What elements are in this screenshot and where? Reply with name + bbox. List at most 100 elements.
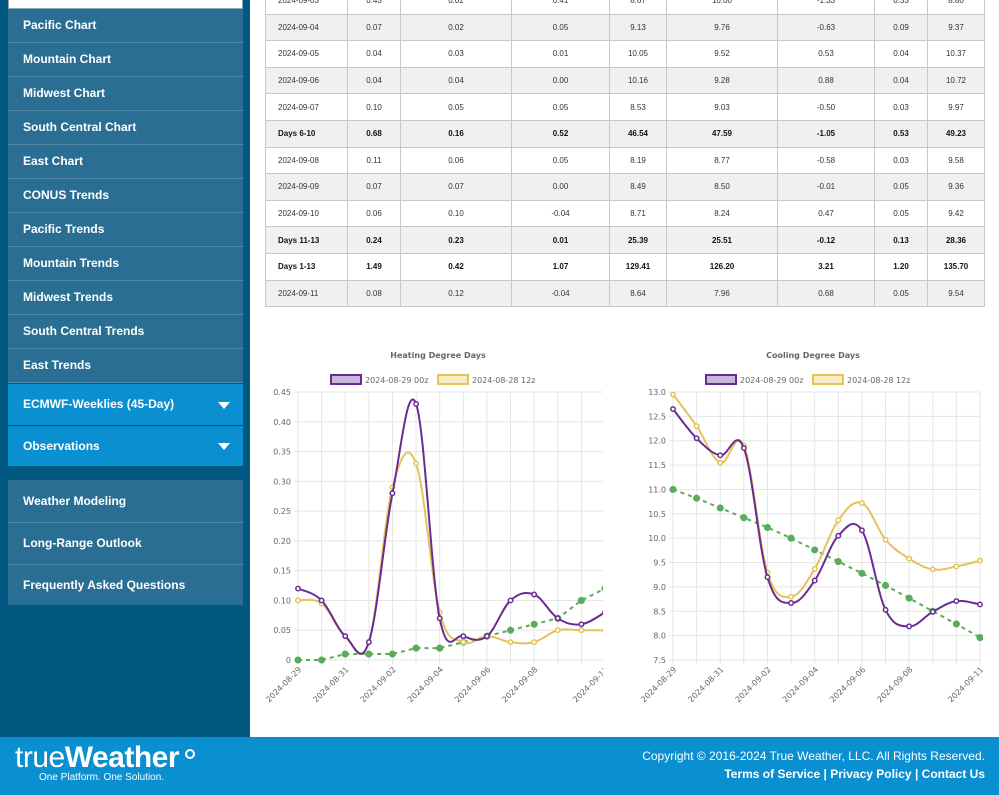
privacy-link[interactable]: Privacy Policy bbox=[830, 767, 912, 781]
table-cell-value: 0.16 bbox=[400, 119, 512, 148]
y-tick-label: 11.5 bbox=[648, 461, 666, 470]
data-point bbox=[811, 546, 819, 554]
table-cell-value: 46.54 bbox=[609, 119, 667, 148]
table-cell-period: 2024-09-11 bbox=[265, 279, 348, 308]
table-cell-value: 1.07 bbox=[511, 252, 610, 281]
data-point bbox=[977, 601, 983, 608]
data-point bbox=[531, 639, 538, 646]
table-cell-value: 8.24 bbox=[666, 199, 778, 228]
legend-label-series-1: 2024-08-29 00z bbox=[740, 376, 803, 385]
table-cell-value: 0.05 bbox=[511, 13, 610, 42]
data-point bbox=[693, 435, 700, 442]
sidebar-item-south-central-chart[interactable]: South Central Chart bbox=[8, 111, 243, 145]
table-cell-value: 0.11 bbox=[347, 146, 401, 175]
y-tick-label: 0.10 bbox=[273, 596, 291, 605]
nav-faq[interactable]: Frequently Asked Questions bbox=[23, 578, 186, 592]
data-point bbox=[906, 555, 913, 562]
data-point bbox=[811, 577, 818, 584]
table-cell-period: 2024-09-04 bbox=[265, 13, 348, 42]
y-tick-label: 9.0 bbox=[653, 583, 666, 592]
table-row: Days 6-10 0.68 0.16 0.52 46.54 47.59 -1.05 0.53… bbox=[265, 119, 985, 148]
table-cell-value: 0.52 bbox=[511, 119, 610, 148]
sidebar-item-conus-trends[interactable]: CONUS Trends bbox=[8, 179, 243, 213]
sidebar-item-mountain-trends[interactable]: Mountain Trends bbox=[8, 247, 243, 281]
sidebar-item-pacific-trends[interactable]: Pacific Trends bbox=[8, 213, 243, 247]
sidebar-item-south-central-trends[interactable]: South Central Trends bbox=[8, 315, 243, 349]
table-cell-value: 10.16 bbox=[609, 66, 667, 95]
data-point bbox=[554, 615, 561, 622]
data-point bbox=[295, 585, 301, 592]
table-row: 2024-09-06 0.04 0.04 0.00 10.16 9.28 0.88 0.04 1… bbox=[265, 66, 985, 95]
data-point bbox=[388, 650, 397, 658]
data-point bbox=[929, 566, 936, 573]
data-point bbox=[905, 594, 913, 602]
table-cell-value: 0.10 bbox=[347, 93, 401, 121]
y-tick-label: 0.40 bbox=[273, 418, 291, 427]
cooling-degree-days-chart: Cooling Degree Days 2024-08-29 00z 2024-… bbox=[639, 351, 983, 704]
table-cell-period: 2024-09-08 bbox=[265, 146, 348, 175]
y-tick-label: 0.30 bbox=[273, 477, 291, 486]
legend-swatch-series-2[interactable] bbox=[437, 374, 469, 385]
contact-link[interactable]: Contact Us bbox=[921, 767, 985, 781]
data-point bbox=[413, 460, 420, 467]
table-cell-value: 8.53 bbox=[609, 93, 667, 121]
table-cell-value: 0.04 bbox=[347, 40, 401, 68]
trueweather-logo[interactable]: trueWeather bbox=[15, 741, 180, 775]
table-cell-value: 0.08 bbox=[347, 279, 401, 308]
y-tick-label: 7.5 bbox=[653, 656, 666, 665]
table-cell-value: 9.54 bbox=[927, 279, 985, 308]
sidebar-item-east-chart[interactable]: East Chart bbox=[8, 145, 243, 179]
table-cell-value: 8.80 bbox=[927, 0, 985, 15]
y-tick-label: 13.0 bbox=[648, 388, 666, 397]
sidebar-search-box[interactable] bbox=[8, 0, 243, 9]
table-cell-value: 0.07 bbox=[400, 173, 512, 201]
table-row: 2024-09-08 0.11 0.06 0.05 8.19 8.77 -0.58 0.03 9… bbox=[265, 146, 985, 175]
table-cell-value: 0.07 bbox=[347, 173, 401, 201]
table-cell-value: 8.71 bbox=[609, 199, 667, 228]
nav-long-range-outlook[interactable]: Long-Range Outlook bbox=[23, 536, 142, 550]
sidebar-item-midwest-chart[interactable]: Midwest Chart bbox=[8, 77, 243, 111]
accordion-ecmwf-weeklies-label: ECMWF-Weeklies (45-Day) bbox=[23, 397, 175, 411]
legend-swatch-series-2[interactable] bbox=[812, 374, 844, 385]
series-line bbox=[297, 398, 603, 655]
divider bbox=[8, 564, 243, 565]
sidebar-item-east-trends[interactable]: East Trends bbox=[8, 349, 243, 383]
table-cell-value: 0.00 bbox=[511, 173, 610, 201]
accordion-ecmwf-weeklies[interactable]: ECMWF-Weeklies (45-Day) bbox=[8, 384, 243, 425]
legend-swatch-series-1[interactable] bbox=[705, 374, 737, 385]
table-cell-value: 0.05 bbox=[511, 93, 610, 121]
data-point bbox=[460, 639, 467, 646]
table-cell-period: Days 6-10 bbox=[265, 119, 348, 148]
accordion-observations[interactable]: Observations bbox=[8, 426, 243, 466]
table-cell-value: 0.53 bbox=[874, 119, 928, 148]
table-cell-value: 0.88 bbox=[777, 66, 875, 95]
table-cell-value: 129.41 bbox=[609, 252, 667, 281]
table-cell-value: 10.05 bbox=[609, 40, 667, 68]
logo-text-light: true bbox=[15, 741, 65, 774]
y-tick-label: 10.5 bbox=[648, 510, 666, 519]
table-cell-value: 0.01 bbox=[511, 226, 610, 254]
table-cell-value: -0.12 bbox=[777, 226, 875, 254]
terms-link[interactable]: Terms of Service bbox=[724, 767, 821, 781]
series-line bbox=[298, 588, 603, 661]
table-cell-value: 0.03 bbox=[874, 146, 928, 175]
legend-swatch-series-1[interactable] bbox=[330, 374, 362, 385]
table-cell-period: Days 1-13 bbox=[265, 252, 348, 281]
sidebar-item-mountain-chart[interactable]: Mountain Chart bbox=[8, 43, 243, 77]
table-row: Days 1-13 1.49 0.42 1.07 129.41 126.20 3.21 1.2… bbox=[265, 252, 985, 281]
main-nav: Weather Modeling Long-Range Outlook Freq… bbox=[8, 480, 243, 605]
sidebar-item-pacific-chart[interactable]: Pacific Chart bbox=[8, 9, 243, 43]
table-row: 2024-09-03 0.43 0.02 0.41 8.67 10.00 -1.33 0.33… bbox=[265, 0, 985, 15]
table-row: 2024-09-09 0.07 0.07 0.00 8.49 8.50 -0.01 0.05 9… bbox=[265, 173, 985, 201]
table-cell-period: 2024-09-09 bbox=[265, 173, 348, 201]
logo-tagline: One Platform. One Solution. bbox=[39, 772, 165, 783]
table-cell-value: -1.33 bbox=[777, 0, 875, 15]
data-point bbox=[436, 615, 443, 622]
footer: trueWeather One Platform. One Solution. … bbox=[0, 737, 999, 795]
x-tick-label: 2024-08-31 bbox=[311, 665, 350, 704]
nav-weather-modeling[interactable]: Weather Modeling bbox=[23, 494, 127, 508]
sidebar-item-midwest-trends[interactable]: Midwest Trends bbox=[8, 281, 243, 315]
table-cell-value: 0.42 bbox=[400, 252, 512, 281]
chart-title: Cooling Degree Days bbox=[766, 351, 860, 360]
data-point bbox=[506, 626, 515, 634]
